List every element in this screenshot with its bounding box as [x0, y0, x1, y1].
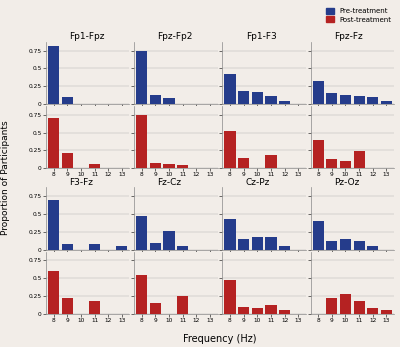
Bar: [150, 243, 161, 250]
Bar: [89, 244, 100, 250]
Bar: [89, 164, 100, 168]
Bar: [224, 74, 236, 104]
Bar: [354, 151, 365, 168]
Bar: [62, 153, 73, 168]
Text: Fpz-Fz: Fpz-Fz: [334, 32, 363, 41]
Text: Fp1-Fpz: Fp1-Fpz: [69, 32, 105, 41]
Legend: Pre-treatment, Post-treatment: Pre-treatment, Post-treatment: [323, 5, 394, 25]
Bar: [340, 95, 351, 104]
Text: F3-Fz: F3-Fz: [69, 178, 93, 187]
Bar: [164, 230, 175, 250]
Bar: [177, 165, 188, 168]
Bar: [312, 140, 324, 168]
Bar: [150, 303, 161, 314]
Bar: [265, 95, 276, 104]
Bar: [224, 131, 236, 168]
Bar: [136, 115, 147, 168]
Bar: [354, 301, 365, 314]
Bar: [381, 311, 392, 314]
Bar: [224, 219, 236, 250]
Bar: [381, 101, 392, 104]
Bar: [136, 275, 147, 314]
Bar: [354, 95, 365, 104]
Bar: [279, 101, 290, 104]
Text: Pz-Oz: Pz-Oz: [334, 178, 359, 187]
Bar: [326, 240, 337, 250]
Bar: [279, 311, 290, 314]
Bar: [340, 239, 351, 250]
Bar: [62, 244, 73, 250]
Bar: [150, 95, 161, 104]
Bar: [136, 215, 147, 250]
Bar: [150, 163, 161, 168]
Bar: [48, 45, 59, 104]
Bar: [354, 240, 365, 250]
Bar: [265, 305, 276, 314]
Bar: [48, 118, 59, 168]
Text: Fz-Cz: Fz-Cz: [158, 178, 182, 187]
Bar: [252, 92, 263, 104]
Bar: [238, 91, 249, 104]
Bar: [62, 97, 73, 104]
Bar: [265, 237, 276, 250]
Bar: [326, 159, 337, 168]
Text: Proportion of Participants: Proportion of Participants: [2, 120, 10, 235]
Bar: [340, 294, 351, 314]
Bar: [224, 280, 236, 314]
Bar: [177, 296, 188, 314]
Bar: [238, 158, 249, 168]
Text: Fpz-Fp2: Fpz-Fp2: [158, 32, 193, 41]
Text: Frequency (Hz): Frequency (Hz): [183, 333, 257, 344]
Text: Cz-Pz: Cz-Pz: [246, 178, 270, 187]
Bar: [279, 246, 290, 250]
Bar: [252, 237, 263, 250]
Bar: [367, 97, 378, 104]
Bar: [367, 308, 378, 314]
Bar: [312, 221, 324, 250]
Bar: [164, 164, 175, 168]
Bar: [116, 246, 128, 250]
Bar: [164, 99, 175, 104]
Bar: [238, 307, 249, 314]
Bar: [326, 93, 337, 104]
Text: Fp1-F3: Fp1-F3: [246, 32, 276, 41]
Bar: [48, 271, 59, 314]
Bar: [238, 239, 249, 250]
Bar: [312, 81, 324, 104]
Bar: [48, 200, 59, 250]
Bar: [252, 308, 263, 314]
Bar: [177, 246, 188, 250]
Bar: [89, 301, 100, 314]
Bar: [265, 155, 276, 168]
Bar: [367, 246, 378, 250]
Bar: [326, 298, 337, 314]
Bar: [62, 298, 73, 314]
Bar: [340, 161, 351, 168]
Bar: [136, 51, 147, 104]
